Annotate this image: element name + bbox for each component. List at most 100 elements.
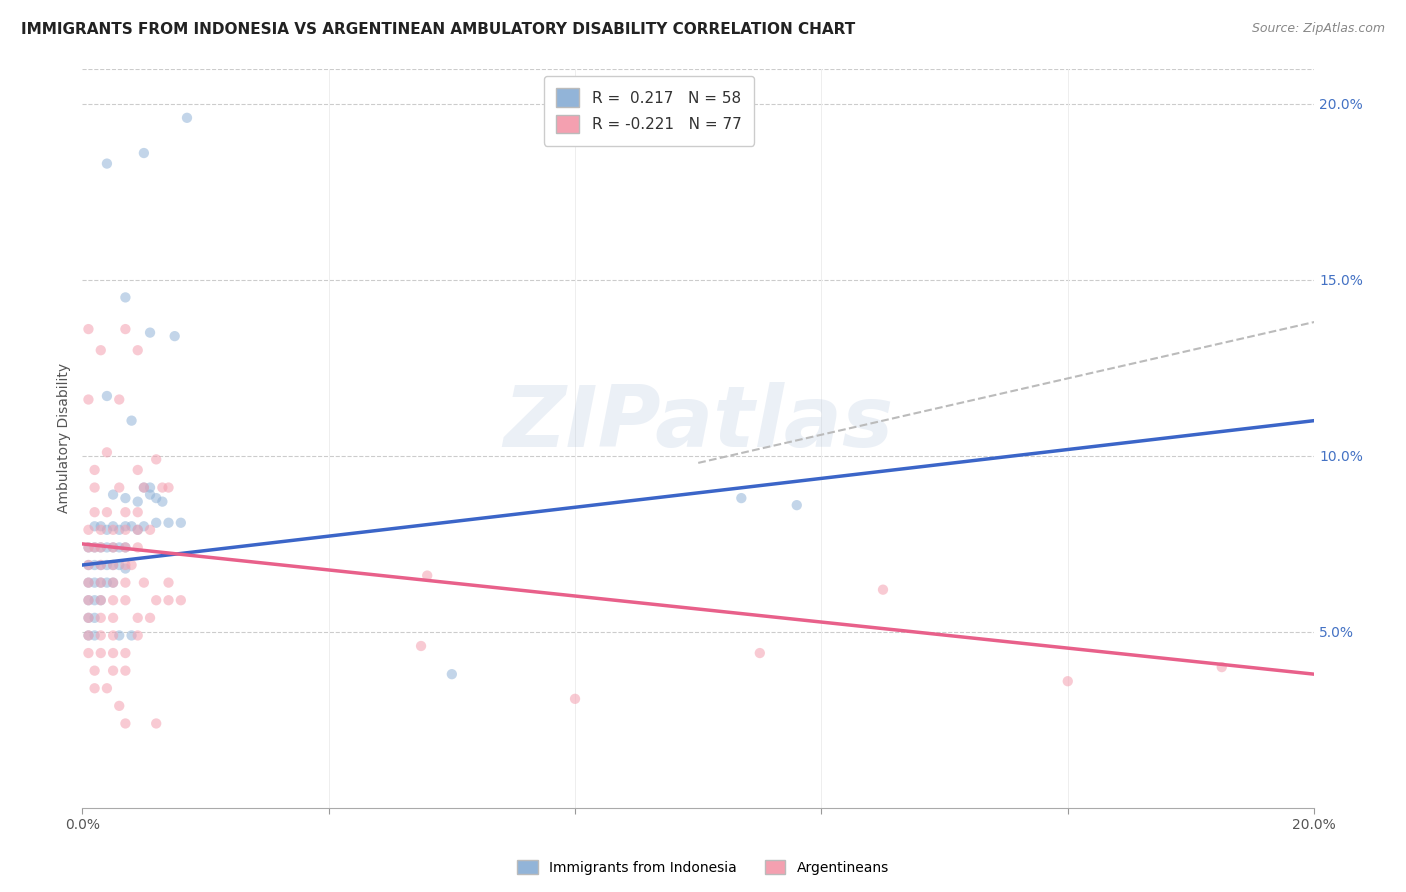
Point — [145, 716, 167, 731]
Point — [83, 481, 105, 495]
Point — [132, 481, 155, 495]
Point — [101, 628, 124, 642]
Point — [145, 516, 167, 530]
Point — [90, 611, 112, 625]
Point — [90, 593, 112, 607]
Point — [150, 481, 173, 495]
Point — [114, 519, 136, 533]
Point — [121, 558, 143, 572]
Text: Source: ZipAtlas.com: Source: ZipAtlas.com — [1251, 22, 1385, 36]
Y-axis label: Ambulatory Disability: Ambulatory Disability — [58, 363, 72, 513]
Point — [83, 558, 105, 572]
Point — [139, 523, 162, 537]
Point — [101, 487, 124, 501]
Point — [83, 505, 105, 519]
Point — [77, 541, 100, 555]
Point — [127, 494, 149, 508]
Point — [127, 343, 149, 358]
Point — [132, 575, 155, 590]
Point — [157, 516, 180, 530]
Point — [872, 582, 894, 597]
Point — [90, 575, 112, 590]
Point — [77, 611, 100, 625]
Point — [127, 628, 149, 642]
Point — [108, 392, 131, 407]
Point — [114, 523, 136, 537]
Point — [114, 491, 136, 505]
Point — [114, 561, 136, 575]
Point — [139, 611, 162, 625]
Point — [77, 611, 100, 625]
Point — [96, 681, 118, 696]
Point — [77, 575, 100, 590]
Point — [114, 541, 136, 555]
Point — [564, 691, 586, 706]
Point — [83, 519, 105, 533]
Point — [139, 481, 162, 495]
Point — [77, 558, 100, 572]
Point — [96, 445, 118, 459]
Point — [90, 558, 112, 572]
Point — [730, 491, 752, 505]
Point — [83, 664, 105, 678]
Point — [96, 505, 118, 519]
Text: IMMIGRANTS FROM INDONESIA VS ARGENTINEAN AMBULATORY DISABILITY CORRELATION CHART: IMMIGRANTS FROM INDONESIA VS ARGENTINEAN… — [21, 22, 855, 37]
Point — [101, 646, 124, 660]
Point — [90, 541, 112, 555]
Point — [90, 343, 112, 358]
Point — [1211, 660, 1233, 674]
Point — [163, 329, 186, 343]
Point — [101, 519, 124, 533]
Point — [90, 541, 112, 555]
Point — [77, 392, 100, 407]
Point — [108, 558, 131, 572]
Point — [90, 558, 112, 572]
Point — [90, 646, 112, 660]
Point — [114, 541, 136, 555]
Point — [108, 628, 131, 642]
Point — [101, 575, 124, 590]
Point — [101, 558, 124, 572]
Point — [101, 611, 124, 625]
Point — [101, 558, 124, 572]
Point — [176, 111, 198, 125]
Point — [101, 541, 124, 555]
Point — [96, 156, 118, 170]
Point — [77, 541, 100, 555]
Point — [83, 541, 105, 555]
Text: ZIPatlas: ZIPatlas — [503, 382, 893, 465]
Point — [127, 541, 149, 555]
Point — [114, 716, 136, 731]
Point — [440, 667, 463, 681]
Point — [101, 664, 124, 678]
Point — [157, 481, 180, 495]
Point — [77, 593, 100, 607]
Point — [114, 575, 136, 590]
Point — [114, 505, 136, 519]
Point — [145, 593, 167, 607]
Point — [127, 523, 149, 537]
Point — [150, 494, 173, 508]
Point — [90, 519, 112, 533]
Point — [416, 568, 439, 582]
Point — [83, 463, 105, 477]
Point — [77, 558, 100, 572]
Point — [83, 593, 105, 607]
Point — [90, 628, 112, 642]
Point — [90, 593, 112, 607]
Point — [101, 541, 124, 555]
Point — [77, 575, 100, 590]
Point — [96, 389, 118, 403]
Point — [145, 491, 167, 505]
Point — [108, 541, 131, 555]
Point — [139, 487, 162, 501]
Point — [83, 681, 105, 696]
Point — [77, 593, 100, 607]
Point — [170, 516, 193, 530]
Point — [157, 593, 180, 607]
Point — [409, 639, 432, 653]
Point — [90, 523, 112, 537]
Point — [114, 664, 136, 678]
Point — [101, 523, 124, 537]
Point — [108, 698, 131, 713]
